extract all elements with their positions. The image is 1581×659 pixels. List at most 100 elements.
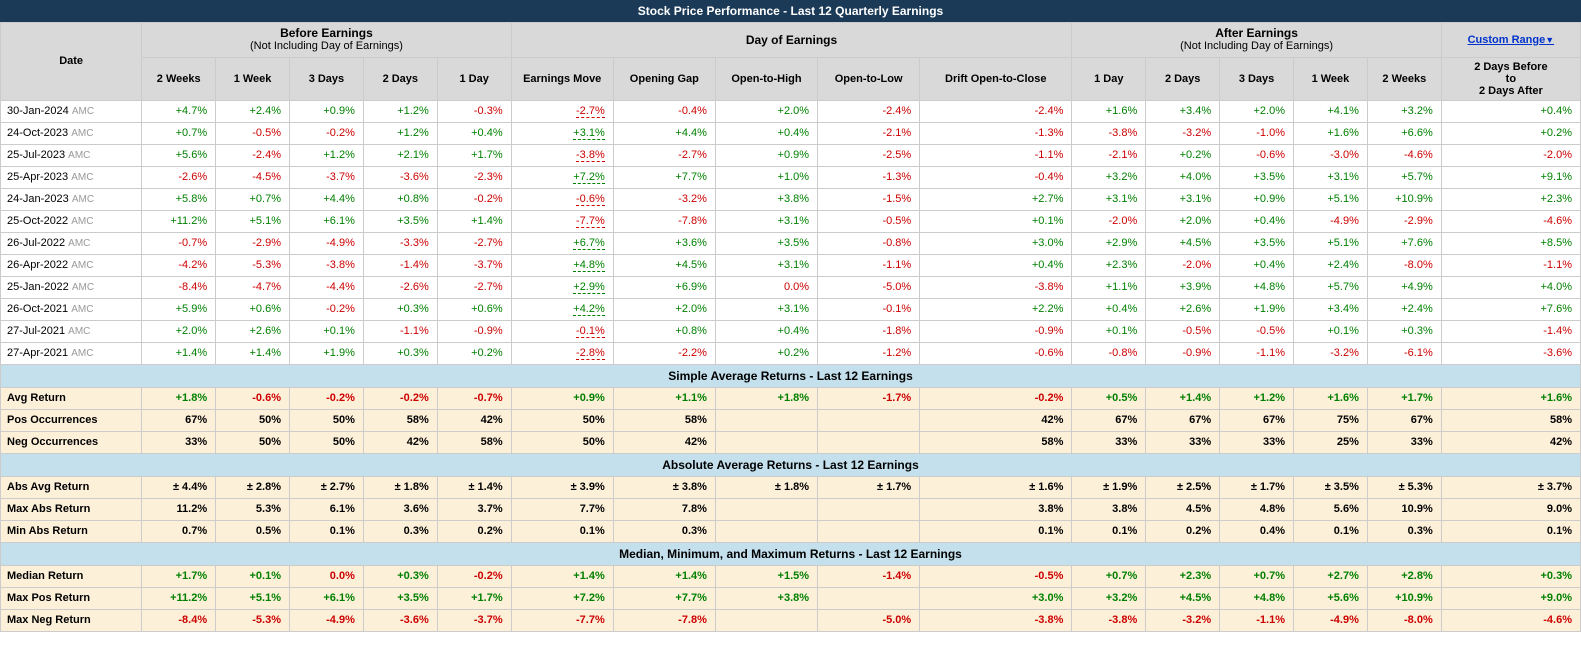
stat-value: -0.2% xyxy=(363,387,437,409)
value-cell: +3.9% xyxy=(1146,276,1220,298)
value-cell: +3.1% xyxy=(511,122,613,144)
value-cell: +1.7% xyxy=(437,144,511,166)
value-cell: +2.1% xyxy=(363,144,437,166)
value-cell: -2.4% xyxy=(216,144,290,166)
stat-value: -0.2% xyxy=(290,387,364,409)
stat-value: -4.9% xyxy=(290,609,364,631)
date-cell: 26-Apr-2022 AMC xyxy=(1,254,142,276)
value-cell: +0.2% xyxy=(1146,144,1220,166)
value-cell: -2.4% xyxy=(920,100,1072,122)
stat-value: ± 5.3% xyxy=(1367,476,1441,498)
col-og: Opening Gap xyxy=(613,57,715,100)
stat-value: ± 1.8% xyxy=(715,476,817,498)
col-b2w: 2 Weeks xyxy=(142,57,216,100)
value-cell: +1.6% xyxy=(1294,122,1368,144)
value-cell: -0.9% xyxy=(437,320,511,342)
value-cell: +1.2% xyxy=(363,122,437,144)
value-cell: +2.0% xyxy=(1220,100,1294,122)
value-cell: -1.1% xyxy=(1220,342,1294,364)
stat-value: ± 1.9% xyxy=(1072,476,1146,498)
col-a2w: 2 Weeks xyxy=(1367,57,1441,100)
value-cell: -3.2% xyxy=(1294,342,1368,364)
table-row: 24-Oct-2023 AMC+0.7%-0.5%-0.2%+1.2%+0.4%… xyxy=(1,122,1581,144)
stat-value: 50% xyxy=(511,431,613,453)
value-cell: -2.0% xyxy=(1441,144,1580,166)
value-cell: +4.0% xyxy=(1146,166,1220,188)
value-cell: +0.3% xyxy=(363,298,437,320)
value-cell: +3.1% xyxy=(1294,166,1368,188)
value-cell: +0.3% xyxy=(1367,320,1441,342)
stat-value: -0.2% xyxy=(437,565,511,587)
stat-value: +0.9% xyxy=(511,387,613,409)
value-cell: -2.7% xyxy=(437,232,511,254)
stat-value: ± 3.9% xyxy=(511,476,613,498)
stat-value: -7.8% xyxy=(613,609,715,631)
date-cell: 26-Oct-2021 AMC xyxy=(1,298,142,320)
value-cell: +2.0% xyxy=(715,100,817,122)
stat-value xyxy=(818,431,920,453)
stat-value: 42% xyxy=(920,409,1072,431)
stat-value xyxy=(715,409,817,431)
value-cell: +7.6% xyxy=(1441,298,1580,320)
value-cell: +1.1% xyxy=(1072,276,1146,298)
value-cell: +5.9% xyxy=(142,298,216,320)
value-cell: -1.3% xyxy=(920,122,1072,144)
table-row: 27-Apr-2021 AMC+1.4%+1.4%+1.9%+0.3%+0.2%… xyxy=(1,342,1581,364)
stat-value: +1.7% xyxy=(142,565,216,587)
value-cell: -3.2% xyxy=(1146,122,1220,144)
stat-value: +2.7% xyxy=(1294,565,1368,587)
value-cell: -7.7% xyxy=(511,210,613,232)
value-cell: +7.6% xyxy=(1367,232,1441,254)
stat-value: +10.9% xyxy=(1367,587,1441,609)
value-cell: -0.9% xyxy=(920,320,1072,342)
value-cell: +2.7% xyxy=(920,188,1072,210)
value-cell: +0.1% xyxy=(290,320,364,342)
col-a1w: 1 Week xyxy=(1294,57,1368,100)
value-cell: +1.6% xyxy=(1072,100,1146,122)
value-cell: +2.4% xyxy=(1367,298,1441,320)
stat-value: 0.1% xyxy=(511,520,613,542)
value-cell: +0.4% xyxy=(715,320,817,342)
value-cell: -1.1% xyxy=(1441,254,1580,276)
stat-value: ± 1.6% xyxy=(920,476,1072,498)
date-cell: 26-Jul-2022 AMC xyxy=(1,232,142,254)
value-cell: +2.2% xyxy=(920,298,1072,320)
value-cell: -2.5% xyxy=(818,144,920,166)
value-cell: -2.6% xyxy=(142,166,216,188)
stat-label: Max Abs Return xyxy=(1,498,142,520)
col-date: Date xyxy=(1,23,142,101)
value-cell: +7.7% xyxy=(613,166,715,188)
stat-value: 33% xyxy=(142,431,216,453)
stat-value: -7.7% xyxy=(511,609,613,631)
value-cell: +0.4% xyxy=(1441,100,1580,122)
stat-value: -8.0% xyxy=(1367,609,1441,631)
value-cell: -5.0% xyxy=(818,276,920,298)
section-header: Simple Average Returns - Last 12 Earning… xyxy=(1,364,1581,387)
stat-value: 67% xyxy=(142,409,216,431)
stat-value: 0.1% xyxy=(1294,520,1368,542)
custom-range-link[interactable]: Custom Range▼ xyxy=(1441,23,1580,58)
stat-value xyxy=(818,409,920,431)
stat-value: -5.3% xyxy=(216,609,290,631)
value-cell: +0.1% xyxy=(920,210,1072,232)
value-cell: +3.5% xyxy=(1220,232,1294,254)
stat-value: 5.6% xyxy=(1294,498,1368,520)
stat-value: 3.7% xyxy=(437,498,511,520)
stat-value xyxy=(715,431,817,453)
value-cell: +4.0% xyxy=(1441,276,1580,298)
value-cell: -3.6% xyxy=(363,166,437,188)
value-cell: +2.6% xyxy=(1146,298,1220,320)
value-cell: +0.3% xyxy=(363,342,437,364)
table-row: 25-Jul-2023 AMC+5.6%-2.4%+1.2%+2.1%+1.7%… xyxy=(1,144,1581,166)
stat-value: -1.1% xyxy=(1220,609,1294,631)
value-cell: -4.6% xyxy=(1441,210,1580,232)
value-cell: +0.4% xyxy=(1220,254,1294,276)
stat-value: -1.7% xyxy=(818,387,920,409)
stat-value: 4.5% xyxy=(1146,498,1220,520)
value-cell: +9.1% xyxy=(1441,166,1580,188)
value-cell: +1.2% xyxy=(290,144,364,166)
col-a1d: 1 Day xyxy=(1072,57,1146,100)
value-cell: -2.7% xyxy=(613,144,715,166)
stat-value: +3.2% xyxy=(1072,587,1146,609)
value-cell: -3.7% xyxy=(290,166,364,188)
